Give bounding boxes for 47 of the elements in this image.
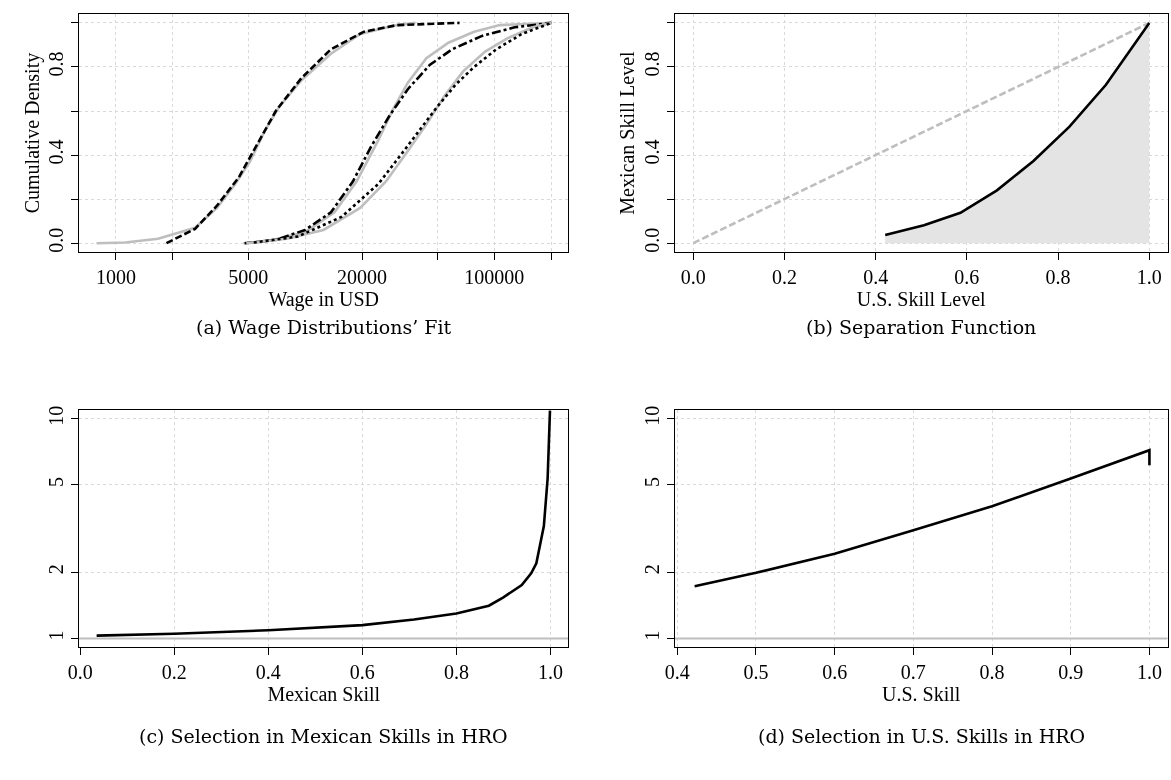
y-tick-label: 5 [640, 476, 663, 487]
y-axis-title: Cumulative Density [20, 52, 44, 214]
y-tick-label: 0.4 [640, 139, 663, 165]
text: (d) Selection in U.S. Skills in HRO [758, 725, 1086, 747]
x-tick-label: 5000 [228, 266, 269, 289]
y-tick-label: 10 [45, 405, 68, 426]
x-tick-label: 0.8 [1045, 266, 1071, 289]
x-tick-label: 0.8 [443, 661, 469, 684]
y-tick-label: 2 [45, 564, 68, 575]
x-tick-label: 0.9 [1058, 661, 1084, 684]
x-tick-label: 1.0 [537, 661, 563, 684]
x-tick-label: 0.5 [743, 661, 769, 684]
x-tick-label: 1000 [95, 266, 136, 289]
y-tick-label: 0.0 [640, 227, 663, 253]
x-tick-label: 20000 [337, 266, 388, 289]
text: (c) Selection in Mexican Skills in HRO [139, 725, 508, 747]
x-tick-label: 100000 [464, 266, 525, 289]
y-tick-label: 1 [640, 630, 663, 641]
x-tick-label: 0.4 [255, 661, 281, 684]
y-tick-label: 0.4 [45, 139, 68, 165]
x-tick-label: 1.0 [1136, 266, 1162, 289]
text: (a) Wage Distributions’ Fit [196, 316, 452, 338]
text: (b) Separation Function [806, 316, 1037, 338]
x-tick-label: 0.0 [67, 661, 93, 684]
x-tick-label: 0.4 [664, 661, 690, 684]
y-axis-title: Mexican Skill Level [616, 50, 639, 215]
x-tick-label: 1.0 [1136, 661, 1162, 684]
x-axis-title: Mexican Skill [267, 683, 381, 706]
x-tick-label: 0.7 [900, 661, 926, 684]
x-axis-title: U.S. Skill [882, 683, 961, 706]
x-axis-title: Wage in USD [268, 288, 380, 312]
x-tick-label: 0.2 [771, 266, 797, 289]
y-tick-label: 0.8 [45, 51, 68, 77]
y-tick-label: 0.8 [640, 51, 663, 77]
y-tick-label: 5 [45, 476, 68, 487]
x-tick-label: 0.6 [822, 661, 848, 684]
x-tick-label: 0.4 [863, 266, 889, 289]
x-tick-label: 0.8 [979, 661, 1005, 684]
x-tick-label: 0.0 [680, 266, 706, 289]
x-axis-title: U.S. Skill Level [856, 288, 987, 311]
y-tick-label: 0.0 [45, 227, 68, 253]
y-tick-label: 10 [640, 405, 663, 426]
x-tick-label: 0.6 [954, 266, 980, 289]
y-tick-label: 1 [45, 630, 68, 641]
x-tick-label: 0.2 [161, 661, 187, 684]
y-tick-label: 2 [640, 564, 663, 575]
x-tick-label: 0.6 [349, 661, 375, 684]
